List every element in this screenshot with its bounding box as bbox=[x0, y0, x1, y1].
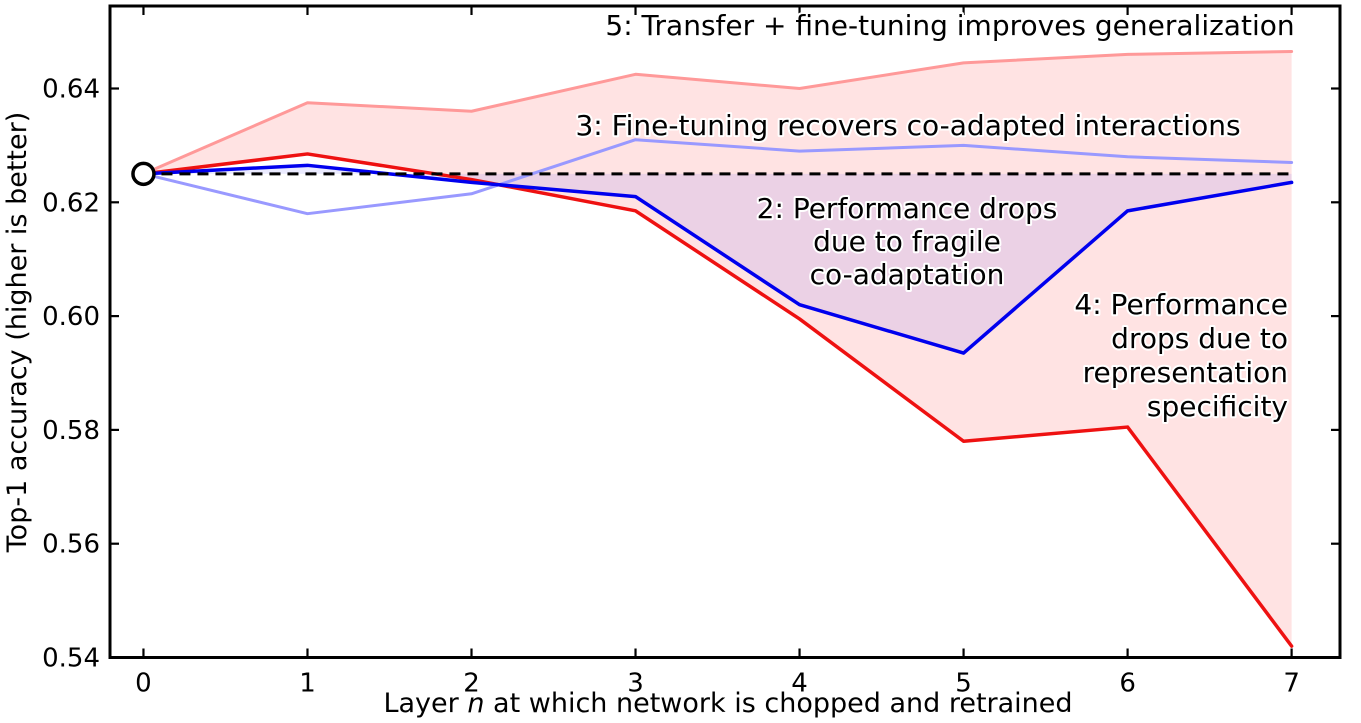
x-axis-label: Layer n at which network is chopped and … bbox=[383, 688, 1072, 719]
series-lines bbox=[141, 50, 1294, 648]
label-4: 4: Performance drops due to representation… bbox=[1074, 288, 1288, 423]
label-2: 2: Performance drops due to fragile co-ada… bbox=[757, 192, 1058, 291]
x-tick-label-4: 4 bbox=[791, 669, 808, 699]
y-tick-label-0.56: 0.56 bbox=[42, 530, 100, 560]
x-tick-label-0: 0 bbox=[135, 669, 152, 699]
fragile_coadaptation-line bbox=[141, 163, 1294, 355]
baseline-marker bbox=[131, 161, 156, 187]
label-2-line-2: co-adaptation bbox=[810, 258, 1005, 291]
y-tick-label-0.64: 0.64 bbox=[42, 75, 100, 105]
x-tick-label-3: 3 bbox=[627, 669, 644, 699]
label-4-line-1: drops due to bbox=[1111, 322, 1288, 355]
transfer_finetune-line bbox=[141, 50, 1294, 176]
y-tick-label-0.60: 0.60 bbox=[42, 302, 100, 332]
x-tick-label-2: 2 bbox=[463, 669, 480, 699]
y-axis-label: Top-1 accuracy (higher is better) bbox=[2, 112, 33, 553]
representation_specificity-line bbox=[141, 152, 1294, 648]
annotations: 5: Transfer + fine-tuning improves gener… bbox=[573, 7, 1296, 425]
x-axis-label-variable: n bbox=[467, 688, 484, 719]
x-tick-label-5: 5 bbox=[955, 669, 972, 699]
bnb_drop_band-fill bbox=[143, 165, 1292, 354]
label-3-line-0: 3: Fine-tuning recovers co-adapted inter… bbox=[575, 109, 1240, 142]
finetune_recovers-line bbox=[141, 138, 1294, 216]
x-tick-label-1: 1 bbox=[299, 669, 316, 699]
baseline-group bbox=[131, 161, 1292, 187]
x-tick-label-6: 6 bbox=[1119, 669, 1136, 699]
x-axis-label-prefix: Layer bbox=[383, 688, 467, 719]
label-5-line-0: 5: Transfer + fine-tuning improves gener… bbox=[605, 9, 1294, 42]
label-2-line-1: due to fragile bbox=[813, 225, 1001, 258]
fill-regions bbox=[143, 51, 1292, 647]
label-2-line-0: 2: Performance drops bbox=[757, 192, 1058, 225]
axes bbox=[108, 4, 1342, 659]
y-tick-label-0.62: 0.62 bbox=[42, 188, 100, 218]
tick-labels: 0 1 2 3 4 5 6 7 0.54 0.56 0.58 0.60 0.62 0.64 bbox=[42, 75, 1300, 699]
plot-border bbox=[108, 4, 1342, 659]
label-4-line-2: representation bbox=[1083, 356, 1288, 389]
label-3: 3: Fine-tuning recovers co-adapted inter… bbox=[575, 109, 1240, 142]
label-4-line-0: 4: Performance bbox=[1074, 288, 1288, 321]
y-tick-label-0.54: 0.54 bbox=[42, 644, 100, 674]
label-4-line-3: specificity bbox=[1147, 390, 1288, 423]
anb_band-fill bbox=[143, 51, 1292, 647]
x-tick-label-7: 7 bbox=[1283, 669, 1300, 699]
y-tick-label-0.58: 0.58 bbox=[42, 416, 100, 446]
x-axis-label-suffix: at which network is chopped and retraine… bbox=[484, 688, 1072, 719]
label-5: 5: Transfer + fine-tuning improves gener… bbox=[605, 9, 1294, 42]
